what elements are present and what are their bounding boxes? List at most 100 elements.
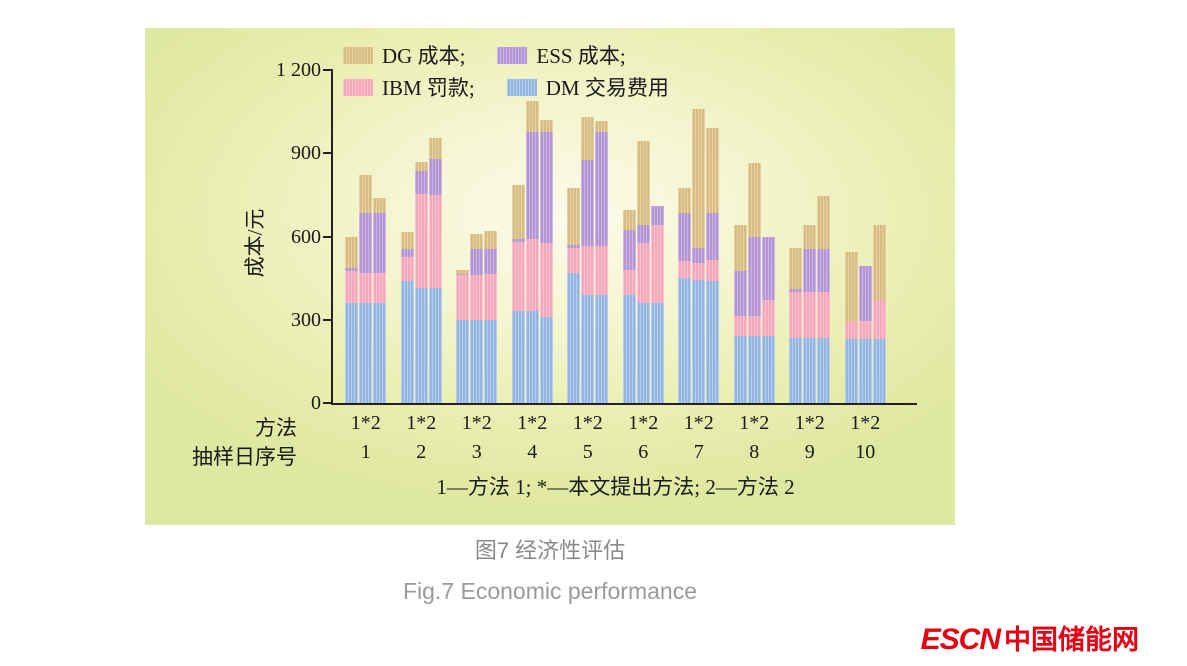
method-row-caption: 方法: [255, 416, 297, 440]
segment-DG: [872, 225, 886, 301]
segment-DG: [345, 236, 359, 269]
segment-ESS: [414, 171, 428, 194]
figure-caption-zh: 图7 经济性评估: [474, 538, 626, 563]
stacked-bar-method-*: [470, 233, 484, 403]
x-axis-line: [331, 403, 917, 405]
segment-ESS: [511, 239, 525, 243]
segment-IBM: [817, 292, 831, 338]
y-tick-label: 1 200: [276, 59, 321, 81]
legend-label: ESS 成本;: [536, 44, 626, 68]
chart-legend: DG 成本; ESS 成本; IBM 罚款; DM 交易费用: [343, 39, 701, 103]
stacked-bar-method-2: [817, 196, 831, 403]
segment-DM: [539, 316, 553, 403]
segment-DM: [470, 319, 484, 403]
bar-group-day-10: [838, 70, 894, 403]
method-group-label: 1*2: [794, 412, 825, 434]
segment-DM: [858, 339, 872, 403]
y-tick-label: 300: [291, 308, 321, 331]
stacked-bar-method-2: [761, 236, 775, 403]
segment-DM: [692, 279, 706, 403]
legend-row: IBM 罚款; DM 交易费用: [343, 71, 701, 103]
y-tick-mark: [323, 402, 331, 404]
segment-DM: [345, 303, 359, 403]
segment-IBM: [844, 321, 858, 340]
segment-DG: [636, 140, 650, 226]
segment-DG: [373, 197, 387, 213]
day-label: 4: [527, 441, 538, 463]
segment-IBM: [622, 269, 636, 295]
segment-DM: [525, 311, 539, 403]
segment-DG: [567, 187, 581, 245]
method-group-label: 1*2: [850, 412, 881, 434]
segment-DG: [428, 138, 442, 159]
day-label: 2: [416, 441, 427, 463]
segment-ESS: [539, 132, 553, 244]
stacked-bar-method-1: [456, 269, 470, 403]
segment-IBM: [525, 239, 539, 312]
stacked-bar-method-2: [595, 121, 609, 403]
segment-DG: [692, 108, 706, 248]
y-tick-mark: [323, 235, 331, 238]
segment-DG: [456, 269, 470, 274]
legend-swatch: [506, 78, 537, 96]
segment-ESS: [428, 158, 442, 195]
method-group-label: 1*2: [461, 412, 492, 434]
day-label: 10: [855, 441, 876, 463]
segment-IBM: [595, 246, 609, 295]
segment-DG: [470, 233, 484, 249]
segment-DM: [733, 336, 747, 403]
segment-ESS: [817, 249, 831, 293]
segment-IBM: [858, 321, 872, 340]
segment-DM: [817, 337, 831, 403]
legend-label: IBM 罚款;: [382, 76, 475, 100]
segment-IBM: [636, 243, 650, 304]
segment-DM: [373, 303, 387, 403]
segment-DG: [803, 225, 817, 250]
day-label: 9: [804, 441, 815, 463]
stacked-bar-method-1: [622, 210, 636, 403]
segment-IBM: [706, 260, 720, 281]
stacked-bar-method-1: [733, 225, 747, 403]
segment-DM: [400, 280, 414, 403]
legend-item: DG 成本;: [343, 40, 465, 70]
method-group-label: 1*2: [628, 412, 659, 434]
day-label: 7: [693, 441, 704, 463]
stacked-bar-method-1: [511, 185, 525, 403]
segment-IBM: [345, 271, 359, 304]
stacked-bar-method-2: [428, 138, 442, 403]
segment-DM: [595, 294, 609, 403]
day-label: 1: [360, 441, 371, 463]
method-group-label: 1*2: [406, 412, 437, 434]
stacked-bar-method-*: [581, 117, 595, 403]
bar-group-day-4: [505, 70, 561, 403]
segment-DG: [733, 225, 747, 272]
bars-area: [338, 70, 893, 403]
bar-group-day-5: [560, 70, 616, 403]
segment-ESS: [789, 289, 803, 293]
segment-ESS: [484, 249, 498, 274]
segment-DM: [359, 303, 373, 403]
segment-ESS: [636, 225, 650, 244]
segment-ESS: [345, 268, 359, 272]
segment-ESS: [470, 249, 484, 276]
day-label: 3: [471, 441, 482, 463]
segment-DG: [844, 251, 858, 322]
segment-DM: [747, 336, 761, 403]
segment-DG: [400, 232, 414, 250]
y-tick-mark: [323, 152, 331, 155]
segment-IBM: [456, 275, 470, 320]
segment-DM: [428, 287, 442, 403]
segment-DM: [622, 294, 636, 403]
segment-DM: [706, 280, 720, 403]
segment-ESS: [400, 249, 414, 258]
stacked-bar-method-*: [636, 140, 650, 403]
escn-logo: ESCN 中国储能网: [921, 618, 1139, 657]
segment-ESS: [581, 160, 595, 247]
bar-group-day-6: [616, 70, 672, 403]
segment-IBM: [761, 300, 775, 337]
segment-DG: [595, 121, 609, 133]
bar-group-day-3: [449, 70, 505, 403]
bar-group-day-8: [727, 70, 783, 403]
legend-label: DG 成本;: [382, 44, 466, 68]
day-row-caption: 抽样日序号: [192, 445, 297, 469]
